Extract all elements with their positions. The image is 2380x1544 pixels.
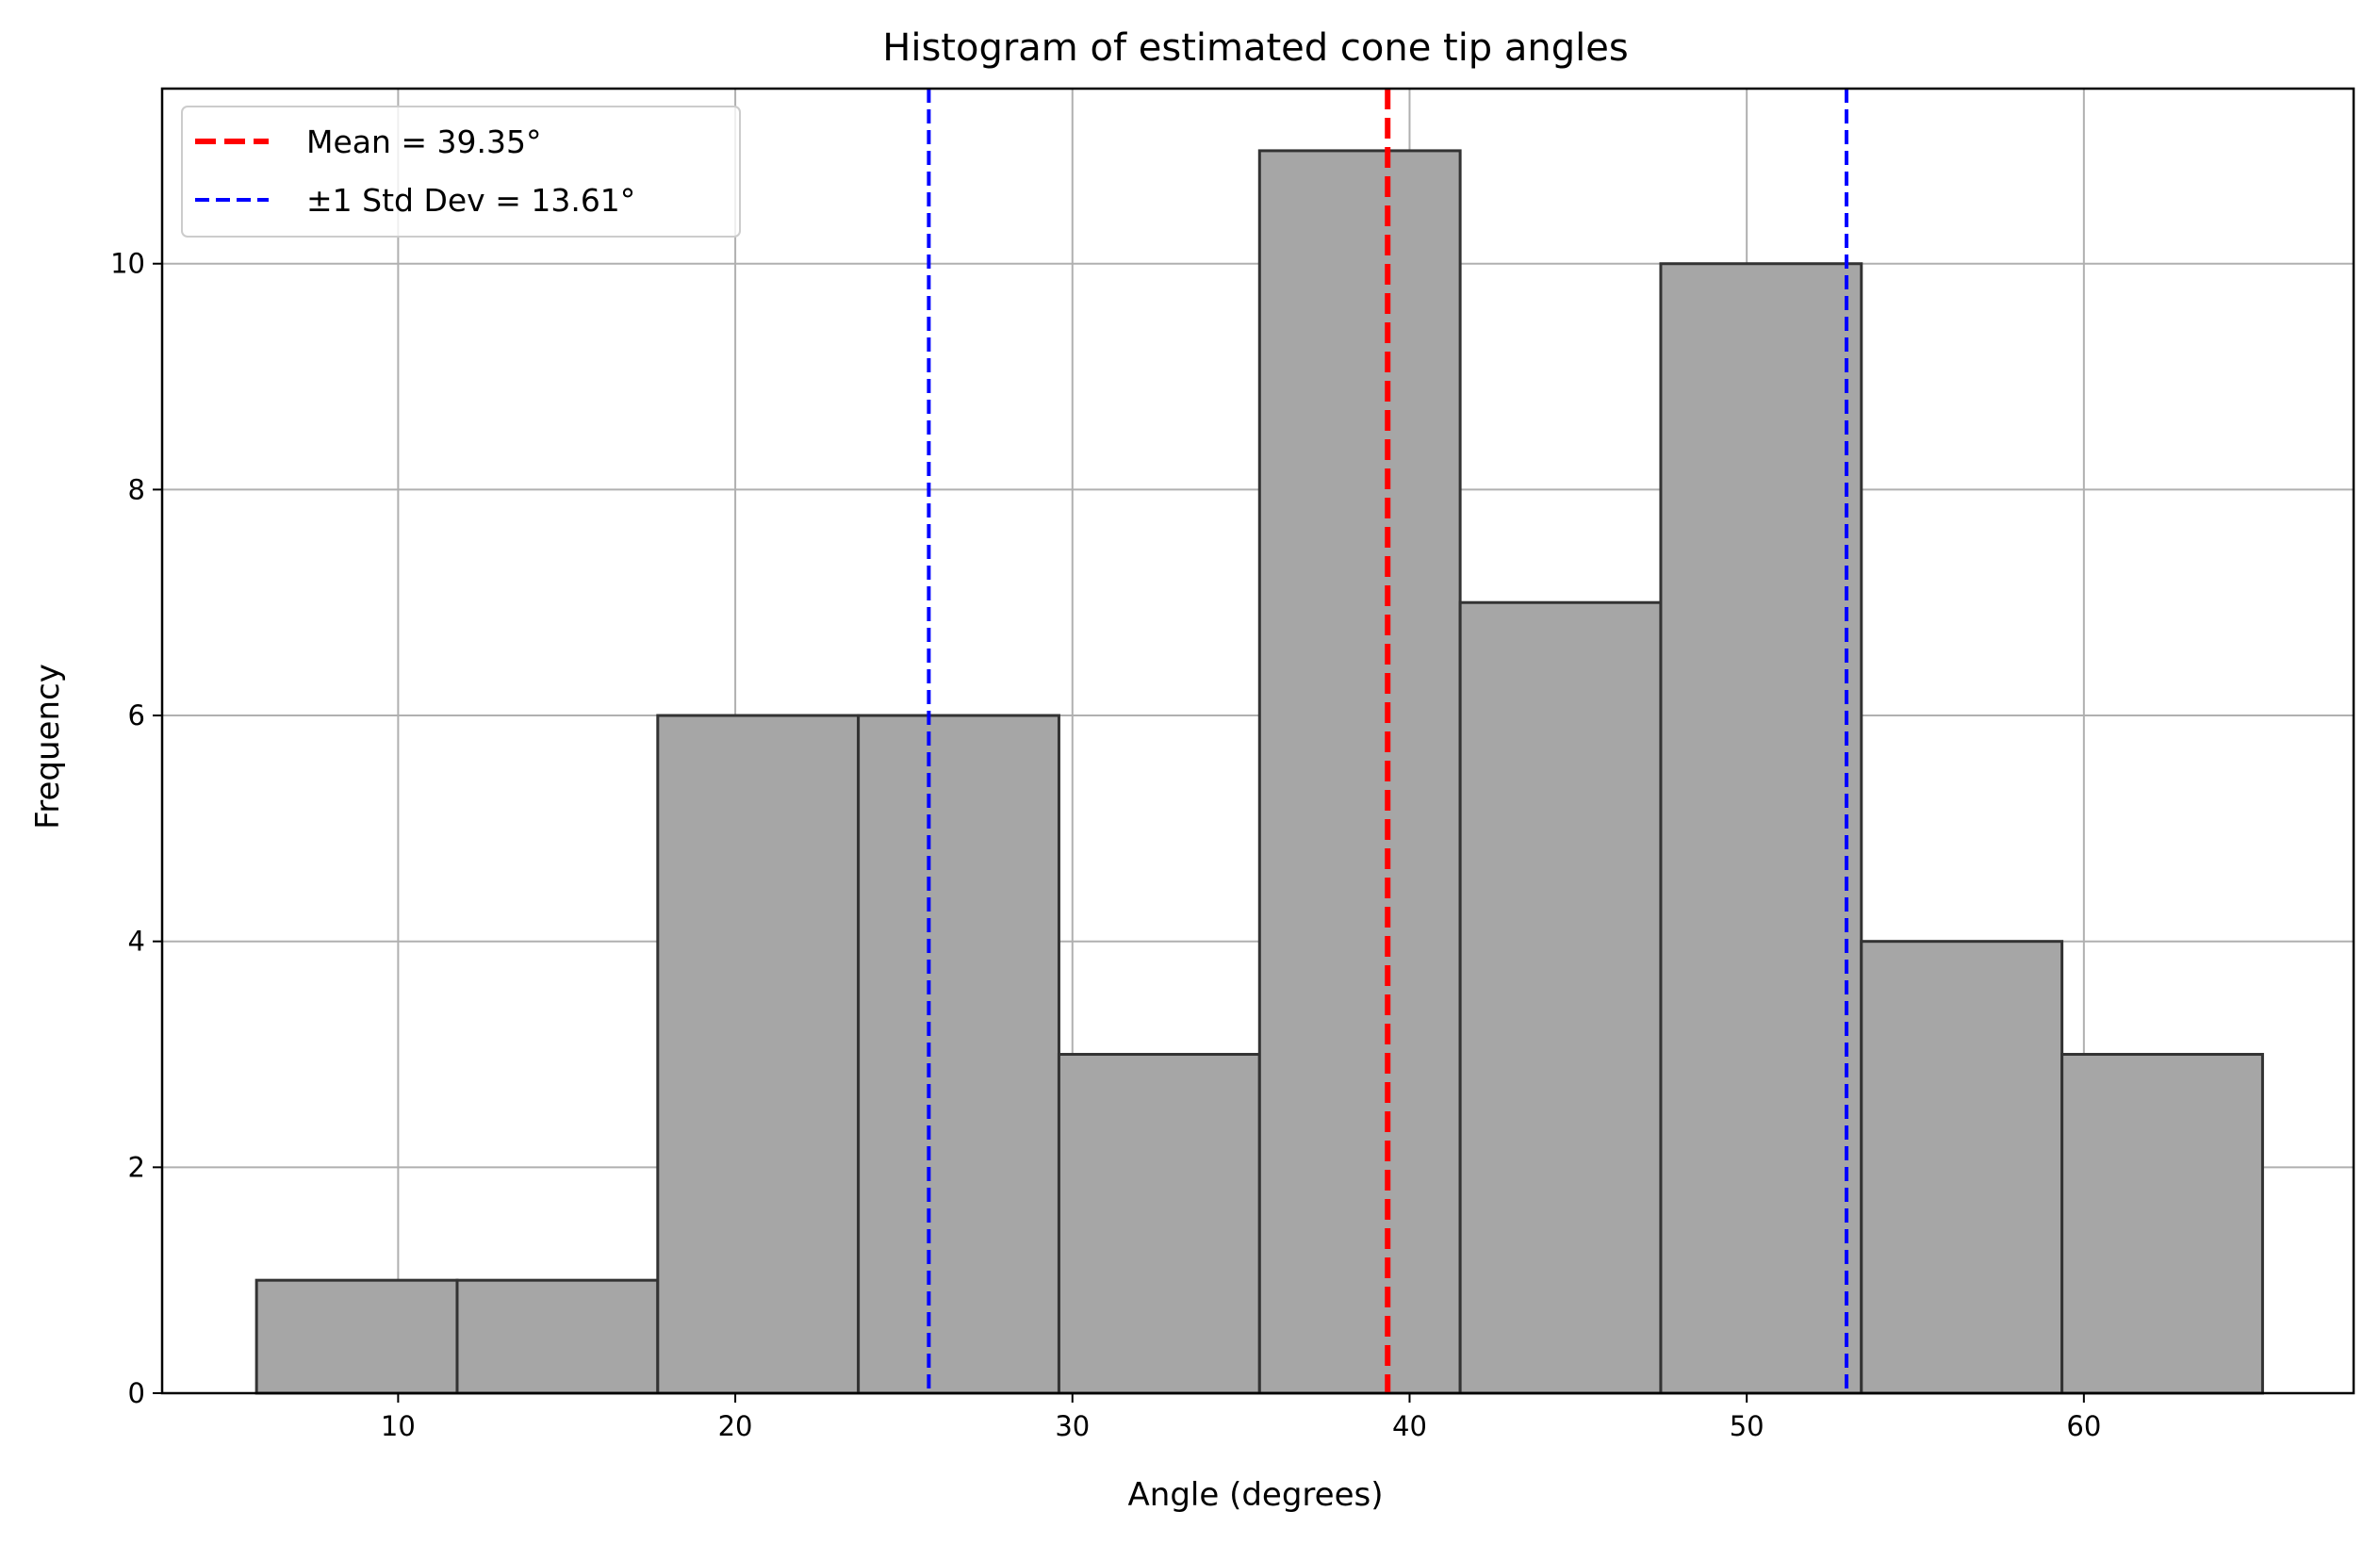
reference-lines: [927, 89, 1849, 1393]
legend: Mean = 39.35° ±1 Std Dev = 13.61°: [181, 106, 741, 238]
histogram-bar: [2060, 1053, 2264, 1395]
y-tick-label: 10: [110, 248, 145, 280]
axes-frame: [160, 87, 2355, 1395]
histogram-bar: [656, 714, 861, 1395]
y-tick-label: 2: [128, 1151, 145, 1183]
x-axis-label: Angle (degrees): [1128, 1476, 1384, 1514]
x-tick-label: 50: [1730, 1410, 1764, 1442]
tick-labels: 10 20 30 40 50 60 0 2 4 6 8 10: [110, 248, 2101, 1442]
x-tick-label: 60: [2066, 1410, 2101, 1442]
x-tick-label: 10: [381, 1410, 416, 1442]
x-tick-label: 30: [1055, 1410, 1090, 1442]
histogram-bar: [1860, 940, 2064, 1395]
legend-box: [181, 106, 741, 238]
y-axis-label: Frequency: [29, 664, 67, 829]
histogram-bar: [1257, 149, 1462, 1395]
x-tick-label: 20: [718, 1410, 753, 1442]
histogram-bar: [1057, 1053, 1261, 1395]
y-tick-label: 0: [128, 1377, 145, 1409]
legend-std-dev-label: ±1 Std Dev = 13.61°: [306, 182, 635, 219]
histogram-bar: [254, 1278, 459, 1395]
y-tick-label: 4: [128, 926, 145, 958]
plot-frame: [160, 87, 2355, 1395]
histogram-bar: [1458, 600, 1663, 1395]
y-tick-label: 8: [128, 473, 145, 505]
chart-title: Histogram of estimated cone tip angles: [882, 26, 1628, 70]
histogram-bar: [455, 1278, 660, 1395]
y-tick-label: 6: [128, 699, 145, 731]
legend-mean-label: Mean = 39.35°: [306, 123, 542, 160]
histogram-bar: [1659, 262, 1863, 1395]
histogram-bar: [857, 714, 1060, 1395]
x-tick-label: 40: [1392, 1410, 1427, 1442]
histogram-bars: [254, 149, 2264, 1395]
